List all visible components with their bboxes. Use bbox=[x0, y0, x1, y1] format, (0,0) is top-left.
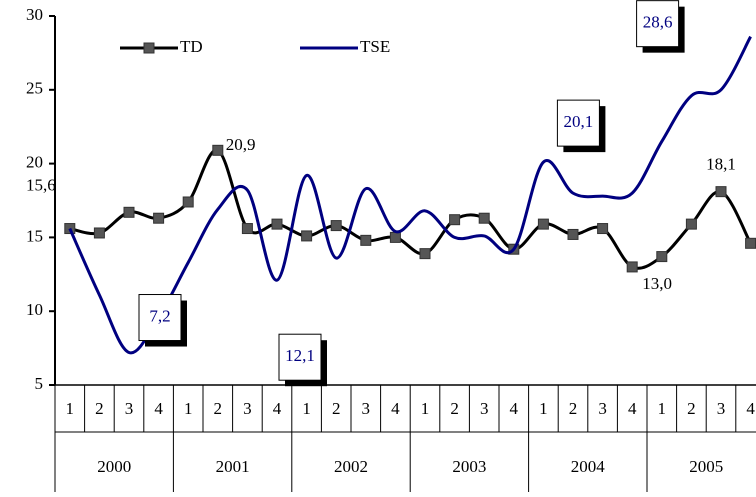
year-label: 2002 bbox=[334, 457, 368, 476]
x-tick-label: 4 bbox=[273, 399, 282, 418]
x-tick-label: 1 bbox=[302, 399, 311, 418]
marker bbox=[212, 144, 224, 156]
legend-marker bbox=[143, 42, 155, 54]
marker bbox=[271, 218, 283, 230]
marker bbox=[449, 214, 461, 226]
marker bbox=[389, 231, 401, 243]
x-tick-label: 2 bbox=[687, 399, 696, 418]
x-tick-label: 4 bbox=[510, 399, 519, 418]
year-label: 2005 bbox=[689, 457, 723, 476]
legend-label: TD bbox=[180, 37, 203, 56]
marker bbox=[360, 234, 372, 246]
legend-label: TSE bbox=[360, 37, 390, 56]
marker bbox=[301, 230, 313, 242]
y-tick-label: 10 bbox=[26, 300, 43, 319]
marker bbox=[93, 227, 105, 239]
x-tick-label: 4 bbox=[391, 399, 400, 418]
marker bbox=[626, 261, 638, 273]
y-tick-label: 5 bbox=[35, 374, 44, 393]
marker bbox=[597, 223, 609, 235]
marker bbox=[123, 206, 135, 218]
x-tick-label: 2 bbox=[95, 399, 104, 418]
data-label: 14,6 bbox=[755, 254, 756, 273]
y-tick-label: 25 bbox=[26, 79, 43, 98]
data-label: 20,1 bbox=[564, 112, 594, 131]
y-tick-label: 15 bbox=[26, 226, 43, 245]
year-label: 2001 bbox=[216, 457, 250, 476]
label-box bbox=[636, 0, 680, 48]
marker bbox=[419, 248, 431, 260]
x-tick-label: 3 bbox=[598, 399, 607, 418]
x-tick-label: 2 bbox=[569, 399, 578, 418]
data-label: 15,6 bbox=[26, 175, 56, 194]
marker bbox=[478, 212, 490, 224]
marker bbox=[153, 212, 165, 224]
marker bbox=[656, 251, 668, 263]
data-label: 12,1 bbox=[285, 346, 315, 365]
x-tick-label: 1 bbox=[539, 399, 548, 418]
data-label: 7,2 bbox=[149, 306, 170, 325]
label-box bbox=[138, 294, 182, 342]
x-tick-label: 3 bbox=[362, 399, 371, 418]
marker bbox=[241, 223, 253, 235]
x-tick-label: 4 bbox=[628, 399, 637, 418]
marker bbox=[715, 186, 727, 198]
x-tick-label: 3 bbox=[480, 399, 489, 418]
x-tick-label: 2 bbox=[450, 399, 459, 418]
x-tick-label: 1 bbox=[658, 399, 667, 418]
x-tick-label: 3 bbox=[717, 399, 726, 418]
x-tick-label: 1 bbox=[184, 399, 193, 418]
data-label: 20,9 bbox=[226, 135, 256, 154]
marker bbox=[567, 228, 579, 240]
marker bbox=[330, 220, 342, 232]
label-box bbox=[556, 99, 600, 147]
x-tick-label: 1 bbox=[66, 399, 75, 418]
data-label: 28,6 bbox=[643, 13, 673, 32]
year-label: 2000 bbox=[97, 457, 131, 476]
x-tick-label: 2 bbox=[332, 399, 341, 418]
x-tick-label: 2 bbox=[214, 399, 223, 418]
year-label: 2003 bbox=[452, 457, 486, 476]
data-label: 18,1 bbox=[706, 155, 736, 174]
y-tick-label: 30 bbox=[26, 5, 43, 24]
marker bbox=[745, 237, 756, 249]
series-line bbox=[68, 35, 752, 355]
year-label: 2004 bbox=[571, 457, 606, 476]
x-tick-label: 3 bbox=[125, 399, 134, 418]
x-tick-label: 4 bbox=[154, 399, 163, 418]
x-tick-label: 3 bbox=[243, 399, 252, 418]
marker bbox=[182, 196, 194, 208]
marker bbox=[537, 218, 549, 230]
y-tick-label: 20 bbox=[26, 153, 43, 172]
label-box bbox=[278, 333, 322, 381]
x-tick-label: 1 bbox=[421, 399, 430, 418]
data-label: 13,0 bbox=[642, 274, 672, 293]
x-tick-label: 4 bbox=[746, 399, 755, 418]
marker bbox=[685, 218, 697, 230]
